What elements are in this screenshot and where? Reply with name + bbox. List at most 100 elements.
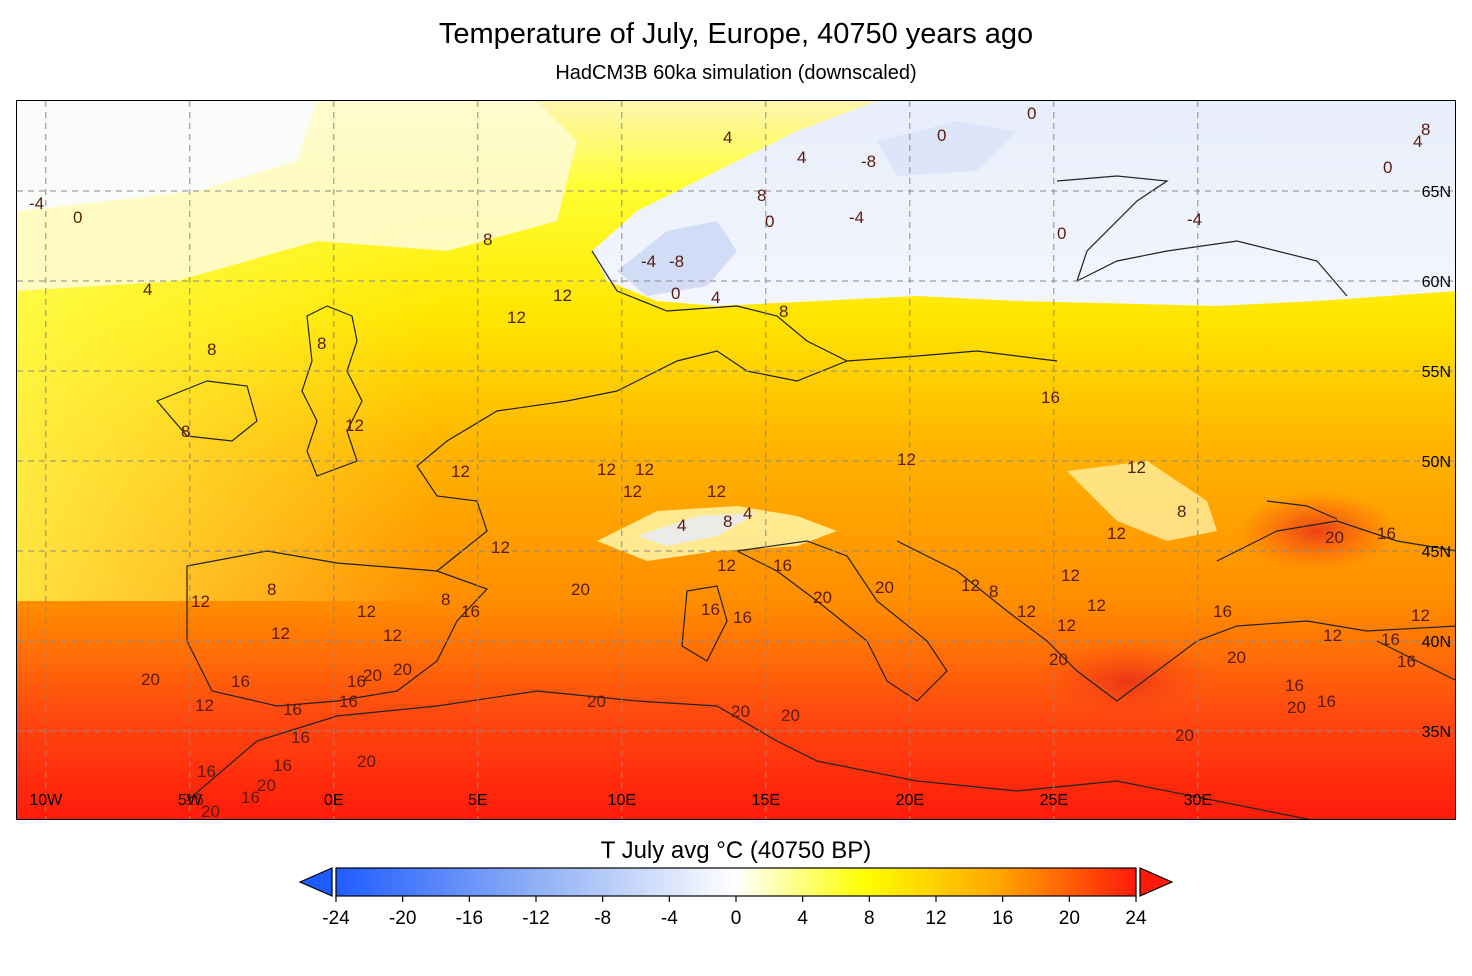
contour-label-16: 16 — [231, 672, 250, 691]
contour-label-16: 16 — [1317, 692, 1336, 711]
colorbar-max-arrow — [1139, 867, 1174, 897]
contour-label-8: 8 — [723, 512, 732, 531]
contour-label-16: 16 — [1377, 524, 1396, 543]
coastline-black-sea — [1216, 520, 1455, 562]
contour-label-12: 12 — [191, 592, 210, 611]
contour-label-12: 12 — [553, 286, 572, 305]
contour-label-12: 12 — [195, 696, 214, 715]
coastline-sardinia — [681, 585, 728, 662]
colorbar-tick-label: -16 — [456, 908, 483, 929]
contour-label-16: 16 — [339, 692, 358, 711]
contour-label-12: 12 — [635, 460, 654, 479]
contour-label-20: 20 — [201, 802, 220, 820]
black-sea-hotspot — [1237, 491, 1397, 571]
contour-label-12: 12 — [491, 538, 510, 557]
coastline-britain — [301, 305, 363, 477]
contour-label-12: 12 — [345, 416, 364, 435]
gridlines — [17, 101, 1455, 819]
contour-label-16: 16 — [701, 600, 720, 619]
contour-label-12: 12 — [1087, 596, 1106, 615]
contour-label-20: 20 — [813, 588, 832, 607]
latitude-label: 50N — [1422, 454, 1451, 471]
temperature-map: 65N 60N 55N 50N 45N 40N 35N 10W 5W 0E 5E 10E 15E 20E… — [16, 100, 1456, 820]
contour-label-16: 16 — [733, 608, 752, 627]
contour-label-12: 12 — [961, 576, 980, 595]
colorbar-tick-label: -20 — [389, 908, 416, 929]
colorbar-tick-label: -4 — [661, 908, 678, 929]
contour-label-16: 16 — [1285, 676, 1304, 695]
contour-label-12: 12 — [1017, 602, 1036, 621]
contour-label-4: 4 — [677, 516, 686, 535]
map-title: Temperature of July, Europe, 40750 years… — [438, 18, 1034, 50]
contour-label-12: 12 — [597, 460, 616, 479]
latitude-labels: 65N 60N 55N 50N 45N 40N 35N — [1422, 184, 1451, 741]
contour-labels: 0 4 4 0 -4 -8 -8 -4 0 0 0 -4 4 8 8 8 12 … — [29, 104, 1430, 820]
contour-label-8: 8 — [779, 302, 788, 321]
longitude-label: 5E — [468, 792, 488, 809]
contour-label-12: 12 — [1411, 606, 1430, 625]
aegean-hotspot — [1037, 641, 1217, 721]
colorbar-tick-label: 8 — [864, 908, 875, 929]
ice-sheet-cold-core — [877, 121, 1017, 176]
contour-label-16: 16 — [1041, 388, 1060, 407]
contour-label-20: 20 — [875, 578, 894, 597]
contour-label-12: 12 — [1107, 524, 1126, 543]
contour-label-12: 12 — [383, 626, 402, 645]
contour-label-16: 16 — [241, 788, 260, 807]
latitude-label: 45N — [1422, 544, 1451, 561]
contour-label-16: 16 — [273, 756, 292, 775]
alps-snow — [637, 513, 757, 546]
latitude-label: 35N — [1422, 724, 1451, 741]
contour-label-20: 20 — [1175, 726, 1194, 745]
contour-label-20: 20 — [363, 666, 382, 685]
contour-label-0: 0 — [671, 284, 680, 303]
coastline-france-germany — [416, 350, 1058, 572]
contour-label-20: 20 — [587, 692, 606, 711]
contour-label--4: -4 — [849, 208, 864, 227]
contour-label--4: -4 — [29, 194, 44, 213]
latitude-label: 40N — [1422, 634, 1451, 651]
longitude-label: 10W — [29, 792, 63, 809]
contour-label-12: 12 — [507, 308, 526, 327]
contour-label--4: -4 — [641, 252, 656, 271]
colorbar-tick-label: -24 — [322, 908, 350, 929]
contour-label-12: 12 — [717, 556, 736, 575]
contour-label-20: 20 — [1287, 698, 1306, 717]
contour-label-8: 8 — [1421, 120, 1430, 139]
contour-label-20: 20 — [571, 580, 590, 599]
contour-label-4: 4 — [711, 288, 720, 307]
coastline-scandinavia — [591, 250, 848, 362]
colorbar: -24 -20 -16 -12 -8 -4 0 4 8 12 16 20 24 — [296, 866, 1176, 934]
contour-label-8: 8 — [441, 590, 450, 609]
contour-label-16: 16 — [1213, 602, 1232, 621]
contour-label-12: 12 — [1057, 616, 1076, 635]
contour-label-8: 8 — [317, 334, 326, 353]
coastline-crimea — [1266, 500, 1338, 520]
longitude-label: 5W — [178, 792, 203, 809]
coastline-north-africa — [186, 690, 1311, 819]
longitude-label: 15E — [752, 792, 780, 809]
contour-label-20: 20 — [1227, 648, 1246, 667]
ice-sheet — [592, 101, 1455, 306]
contour-label-16: 16 — [283, 700, 302, 719]
polar-ocean-zone — [17, 101, 317, 211]
colorbar-tick-label: 16 — [992, 908, 1013, 929]
coastline-ireland — [155, 380, 258, 442]
contour-label-20: 20 — [781, 706, 800, 725]
longitude-labels: 10W 5W 0E 5E 10E 15E 20E 25E 30E — [29, 792, 1212, 809]
contour-label-12: 12 — [1061, 566, 1080, 585]
colorbar-tick-label: 24 — [1125, 908, 1147, 929]
colorbar-title: T July avg °C (40750 BP) — [600, 837, 872, 864]
contour-label-0: 0 — [73, 208, 82, 227]
contour-label-8: 8 — [757, 186, 766, 205]
contour-label-12: 12 — [1323, 626, 1342, 645]
map-subtitle: HadCM3B 60ka simulation (downscaled) — [555, 62, 917, 84]
contour-label-12: 12 — [271, 624, 290, 643]
contour-label-8: 8 — [1177, 502, 1186, 521]
longitude-label: 20E — [896, 792, 924, 809]
colorbar-tick-label: 20 — [1059, 908, 1080, 929]
contour-label-20: 20 — [1049, 650, 1068, 669]
contour-label-8: 8 — [989, 582, 998, 601]
contour-label-12: 12 — [897, 450, 916, 469]
contour-label-20: 20 — [393, 660, 412, 679]
